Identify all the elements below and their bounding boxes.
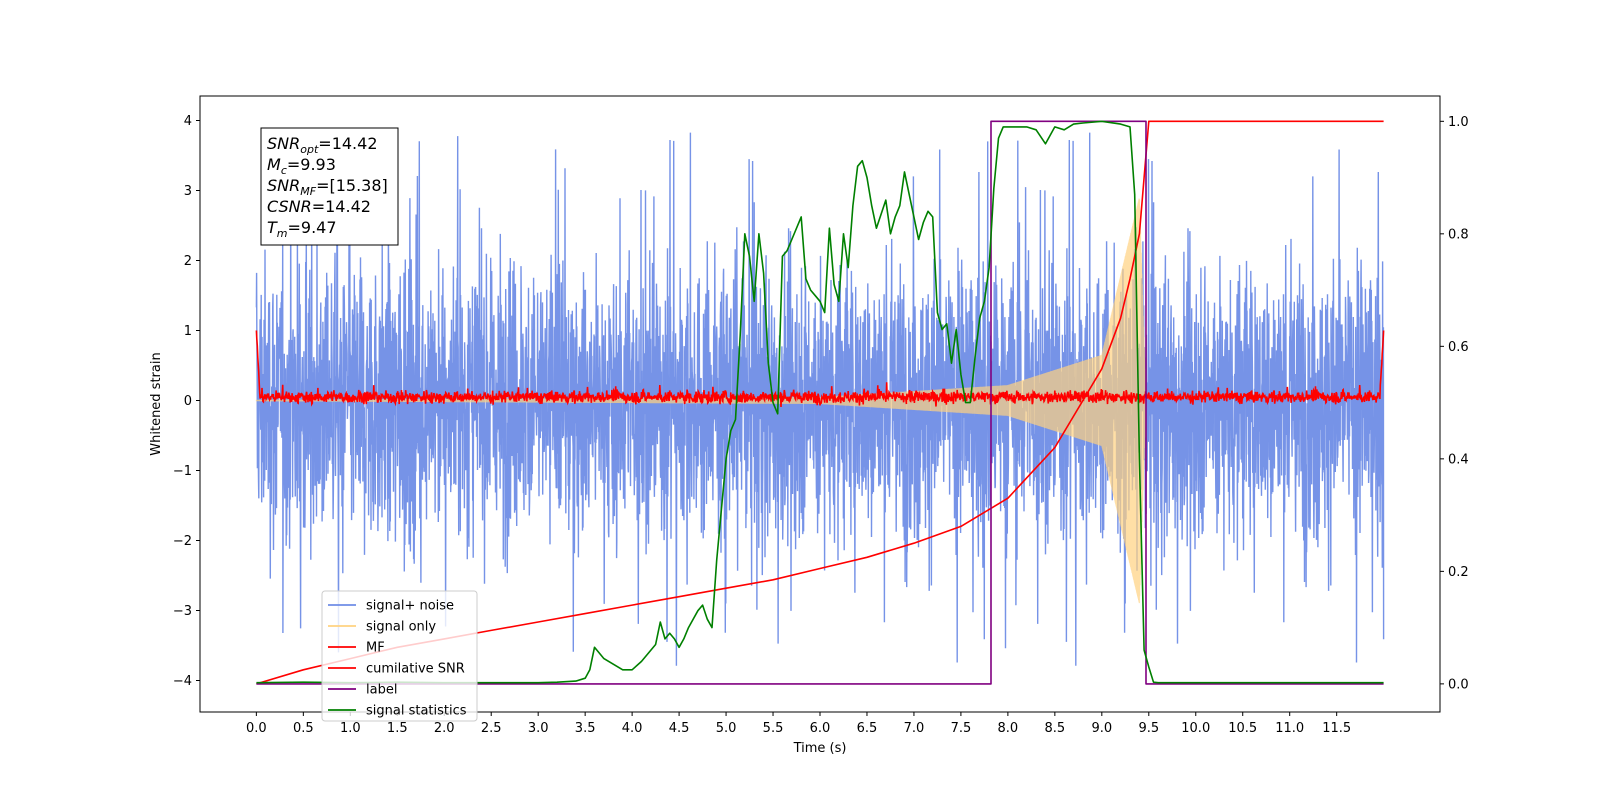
info-subscript: MF	[300, 185, 316, 198]
info-symbol: T	[267, 218, 278, 237]
info-symbol: CSNR	[267, 197, 312, 216]
legend-label: signal statistics	[366, 704, 467, 719]
legend-label: signal+ noise	[366, 599, 454, 614]
series-signal-statistics-line	[256, 120, 1384, 684]
plot-frame	[199, 95, 1441, 713]
axis-layer: 0.0 0.5 1.0 1.5 2.0 2.5 3.0 3.5 4.0 4.5 5.0 5.5 6.0 6…	[173, 114, 1469, 736]
series-label-line	[256, 120, 1384, 685]
x-tick-label: 2.5	[481, 721, 502, 736]
info-value: =14.42	[318, 134, 377, 153]
x-tick-label: 8.5	[1045, 721, 1066, 736]
y-tick-label: 0	[184, 394, 192, 409]
x-tick-label: 9.5	[1138, 721, 1159, 736]
x-tick-label: 11.0	[1275, 721, 1304, 736]
x-tick-label: 7.5	[951, 721, 972, 736]
info-value: =9.47	[288, 218, 337, 237]
legend-frame	[321, 590, 478, 722]
x-tick-label: 1.5	[387, 721, 408, 736]
info-line: SNRMF=[15.38]	[267, 176, 388, 198]
x-tick-label: 5.0	[716, 721, 737, 736]
y-tick-label: 4	[184, 114, 192, 129]
info-subscript: opt	[300, 143, 319, 156]
legend-label: MF	[366, 641, 385, 656]
legend-label: signal only	[366, 620, 436, 635]
info-line: CSNR=14.42	[267, 197, 371, 216]
info-value: =[15.38]	[316, 176, 388, 195]
info-symbol: SNR	[267, 176, 300, 195]
legend: signal+ noise signal only MF cumilative SNR…	[321, 590, 478, 722]
x-tick-label: 0.0	[246, 721, 267, 736]
y-tick-label: 3	[184, 184, 192, 199]
y-tick-label: −4	[173, 674, 192, 689]
y-tick-label: 2	[184, 254, 192, 269]
y2-tick-label: 0.8	[1448, 227, 1469, 242]
info-box-frame	[260, 127, 399, 246]
x-axis-label: Time (s)	[793, 741, 847, 756]
x-tick-label: 9.0	[1091, 721, 1112, 736]
info-symbol: SNR	[267, 134, 300, 153]
x-tick-label: 10.0	[1181, 721, 1210, 736]
info-value: =9.93	[287, 155, 336, 174]
info-box: SNRopt=14.42Mc=9.93SNRMF=[15.38]CSNR=14.…	[260, 127, 399, 246]
y2-tick-label: 0.6	[1448, 340, 1469, 355]
x-tick-label: 11.5	[1322, 721, 1351, 736]
series-signal-noise-line	[255, 132, 1385, 666]
y2-tick-label: 0.0	[1448, 677, 1469, 692]
y2-tick-label: 0.4	[1448, 452, 1469, 467]
info-symbol: M	[267, 155, 281, 174]
y-tick-label: 1	[184, 324, 192, 339]
y-tick-label: −1	[173, 464, 192, 479]
x-tick-label: 4.0	[622, 721, 643, 736]
x-tick-label: 8.0	[998, 721, 1019, 736]
info-line: Mc=9.93	[267, 155, 336, 177]
x-tick-label: 0.5	[293, 721, 314, 736]
y-axis-label: Whitened strain	[149, 352, 164, 455]
info-subscript: m	[277, 227, 288, 240]
x-tick-label: 4.5	[669, 721, 690, 736]
x-tick-label: 3.5	[575, 721, 596, 736]
info-subscript: c	[281, 164, 287, 177]
x-tick-label: 5.5	[763, 721, 784, 736]
x-tick-label: 1.0	[340, 721, 361, 736]
y-tick-label: −3	[173, 604, 192, 619]
x-tick-label: 6.0	[810, 721, 831, 736]
legend-label: label	[366, 683, 397, 698]
y2-tick-label: 0.2	[1448, 565, 1469, 580]
legend-label: cumilative SNR	[366, 662, 465, 677]
info-line: Tm=9.47	[267, 218, 337, 240]
y2-tick-label: 1.0	[1448, 115, 1469, 130]
x-tick-label: 6.5	[857, 721, 878, 736]
x-tick-label: 3.0	[528, 721, 549, 736]
info-value: =14.42	[312, 197, 371, 216]
info-lines: SNRopt=14.42Mc=9.93SNRMF=[15.38]CSNR=14.…	[267, 134, 388, 240]
y-tick-label: −2	[173, 534, 192, 549]
info-line: SNRopt=14.42	[267, 134, 378, 156]
series-mf-line	[255, 330, 1385, 408]
x-tick-label: 10.5	[1228, 721, 1257, 736]
x-tick-label: 7.0	[904, 721, 925, 736]
legend-items: signal+ noise signal only MF cumilative SNR…	[328, 599, 467, 719]
x-tick-label: 2.0	[434, 721, 455, 736]
